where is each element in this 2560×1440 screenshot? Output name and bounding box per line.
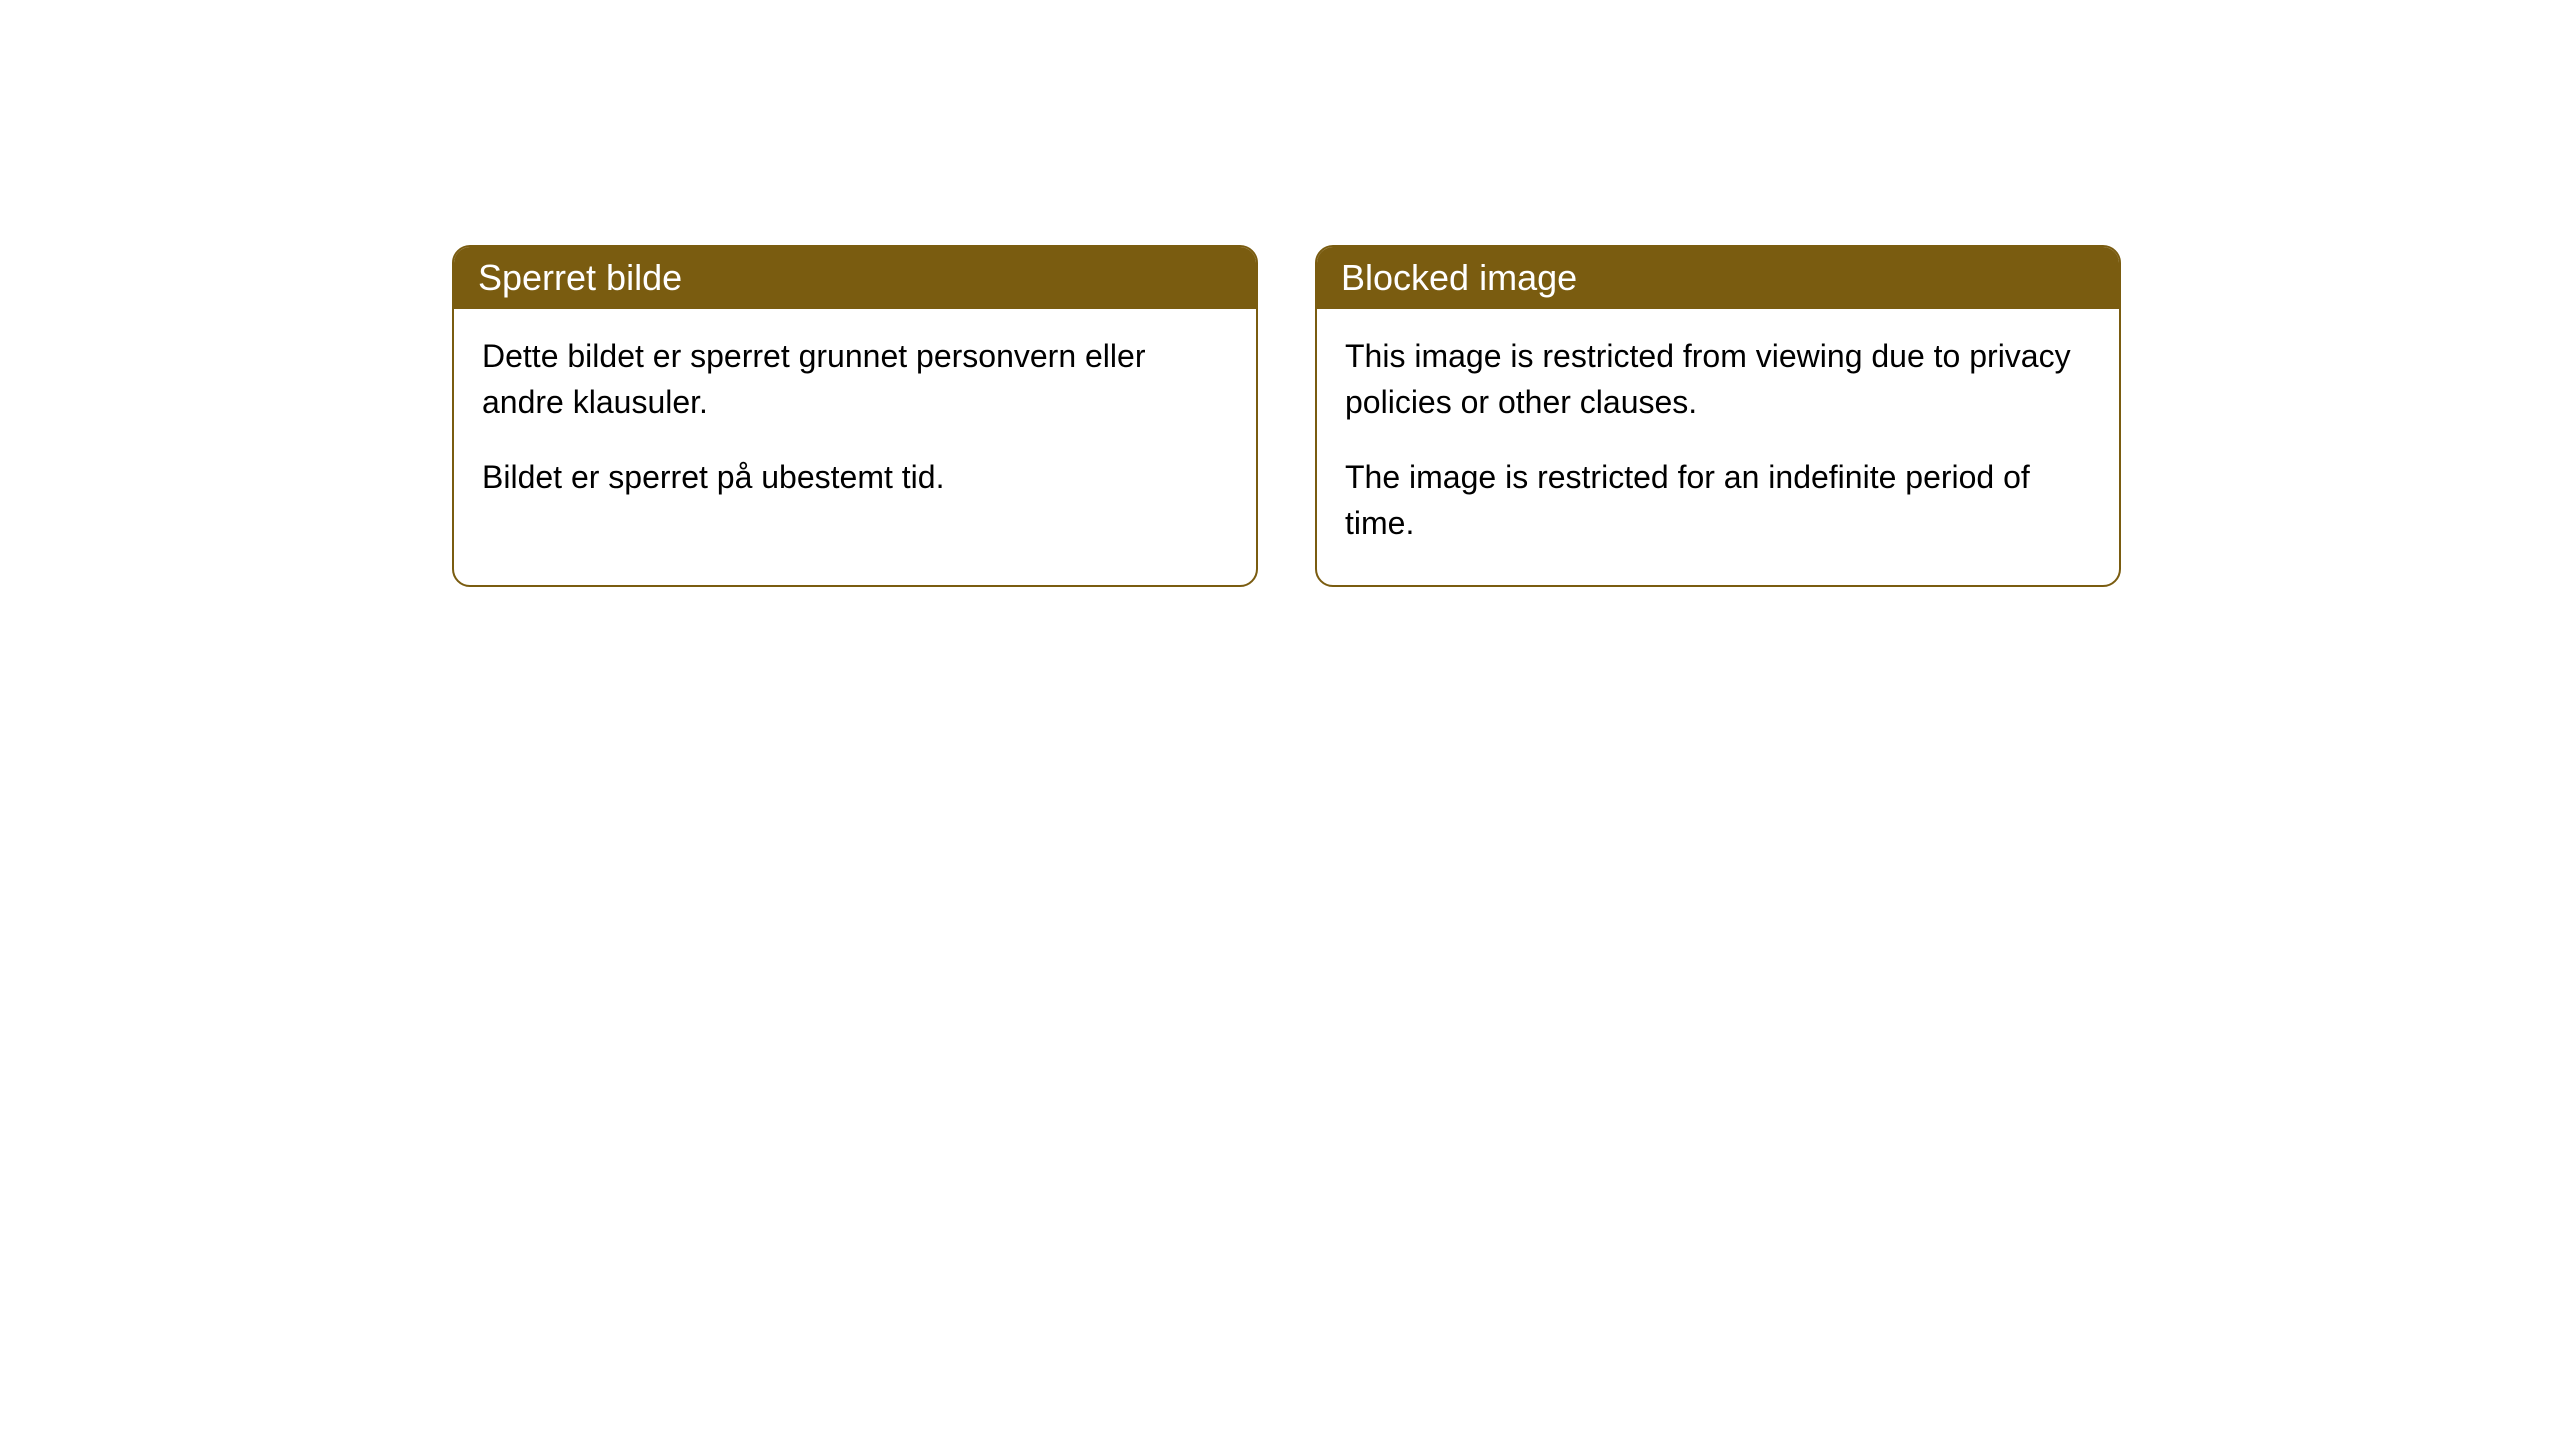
notice-cards-container: Sperret bilde Dette bildet er sperret gr… <box>452 245 2560 587</box>
card-body-norwegian: Dette bildet er sperret grunnet personve… <box>454 309 1256 538</box>
card-paragraph: The image is restricted for an indefinit… <box>1345 454 2091 547</box>
card-body-english: This image is restricted from viewing du… <box>1317 309 2119 585</box>
card-header-norwegian: Sperret bilde <box>454 247 1256 309</box>
card-paragraph: Dette bildet er sperret grunnet personve… <box>482 333 1228 426</box>
notice-card-norwegian: Sperret bilde Dette bildet er sperret gr… <box>452 245 1258 587</box>
card-title: Blocked image <box>1341 257 1577 298</box>
card-paragraph: This image is restricted from viewing du… <box>1345 333 2091 426</box>
card-title: Sperret bilde <box>478 257 682 298</box>
card-paragraph: Bildet er sperret på ubestemt tid. <box>482 454 1228 500</box>
card-header-english: Blocked image <box>1317 247 2119 309</box>
notice-card-english: Blocked image This image is restricted f… <box>1315 245 2121 587</box>
